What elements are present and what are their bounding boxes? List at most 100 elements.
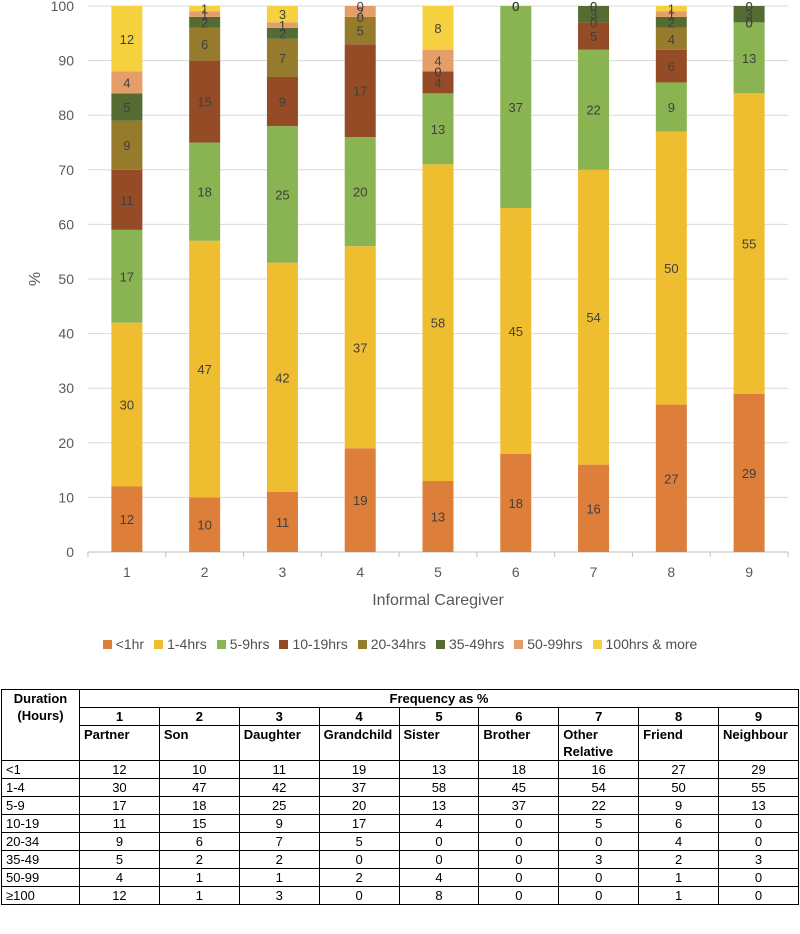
bar-segment: [189, 60, 221, 143]
legend-label: 1-4hrs: [167, 636, 207, 652]
caregiver-name: Sister: [398, 725, 480, 761]
bar-segment: [655, 27, 687, 50]
y-tick-label: 40: [58, 326, 74, 342]
y-tick-label: 0: [66, 544, 74, 560]
frequency-value: 0: [718, 832, 799, 851]
legend-item: 1-4hrs: [154, 636, 207, 652]
legend-item: 20-34hrs: [357, 636, 426, 652]
data-label: 3: [745, 7, 752, 22]
frequency-value: 4: [398, 868, 480, 887]
frequency-value: 30: [79, 778, 160, 797]
frequency-value: 17: [318, 814, 400, 833]
caregiver-name: Brother: [478, 725, 560, 761]
data-label: 13: [431, 510, 445, 525]
frequency-value: 6: [638, 814, 719, 833]
frequency-value: 0: [318, 886, 400, 905]
legend-item: <1hr: [102, 636, 145, 652]
y-tick-label: 10: [58, 489, 74, 505]
bar-segment: [578, 169, 610, 465]
legend-swatch: [279, 640, 289, 649]
frequency-value: 0: [478, 832, 560, 851]
frequency-value: 29: [718, 760, 799, 779]
data-label: 3: [279, 7, 286, 22]
data-label: 1: [668, 7, 675, 22]
frequency-value: 15: [158, 814, 240, 833]
frequency-value: 3: [718, 850, 799, 869]
data-label: 0: [434, 65, 441, 80]
frequency-value: 13: [398, 796, 480, 815]
frequency-value: 4: [398, 814, 480, 833]
x-tick-label: 7: [590, 564, 598, 580]
bar-segment: [266, 76, 298, 127]
x-tick-label: 1: [123, 564, 131, 580]
data-label: 4: [123, 75, 130, 90]
x-tick-label: 4: [356, 564, 364, 580]
duration-header: Duration (Hours): [1, 689, 80, 761]
caregiver-number: 2: [158, 707, 240, 726]
data-label: 0: [357, 10, 364, 25]
bar-segment: [655, 16, 687, 28]
legend-item: 5-9hrs: [216, 636, 269, 652]
caregiver-name: Other Relative: [558, 725, 640, 761]
duration-label: 10-19: [1, 814, 80, 833]
frequency-value: 11: [79, 814, 160, 833]
frequency-value: 0: [398, 850, 480, 869]
bar-segment: [111, 169, 143, 230]
data-label: 29: [742, 466, 756, 481]
frequency-value: 16: [558, 760, 640, 779]
duration-label: 5-9: [1, 796, 80, 815]
legend-swatch: [154, 640, 164, 649]
frequency-value: 4: [638, 832, 719, 851]
bar-segment: [578, 6, 610, 23]
data-label: 15: [197, 95, 211, 110]
bar-segment: [422, 164, 454, 482]
frequency-value: 0: [718, 886, 799, 905]
data-label: 4: [434, 54, 441, 69]
bar-segment: [578, 49, 610, 170]
frequency-value: 42: [238, 778, 320, 797]
bar-segment: [655, 49, 687, 83]
data-label: 0: [512, 0, 519, 14]
bar-segment: [111, 322, 143, 487]
y-tick-label: 60: [58, 216, 74, 232]
frequency-value: 0: [718, 868, 799, 887]
frequency-value: 5: [318, 832, 400, 851]
legend-label: 100hrs & more: [605, 636, 698, 652]
frequency-value: 27: [638, 760, 719, 779]
data-label: 2: [668, 15, 675, 30]
bar-segment: [422, 49, 454, 72]
data-label: 47: [197, 362, 211, 377]
data-label: 12: [120, 512, 134, 527]
table-row: 1-4 30 47 42 37 58 45 54 50 55: [1, 778, 799, 797]
frequency-value: 19: [318, 760, 400, 779]
data-label: 9: [668, 100, 675, 115]
bar-segment: [111, 93, 143, 121]
bar-segment: [655, 11, 687, 17]
data-label: 2: [201, 15, 208, 30]
caregiver-number: 5: [398, 707, 480, 726]
data-label: 58: [431, 316, 445, 331]
frequency-value: 8: [398, 886, 480, 905]
table-row: 5-9 17 18 25 20 13 37 22 9 13: [1, 796, 799, 815]
data-label: 7: [279, 51, 286, 66]
data-label: 0: [745, 0, 752, 14]
frequency-value: 58: [398, 778, 480, 797]
data-label: 11: [120, 193, 134, 208]
frequency-value: 1: [238, 868, 320, 887]
data-label: 6: [668, 59, 675, 74]
table-row: 35-49 5 2 2 0 0 0 3 2 3: [1, 850, 799, 869]
caregiver-number: 3: [238, 707, 320, 726]
frequency-value: 2: [238, 850, 320, 869]
legend-swatch: [514, 640, 524, 649]
data-label: 6: [201, 37, 208, 52]
bar-segment: [655, 131, 687, 405]
frequency-value: 13: [398, 760, 480, 779]
table-row: ≥100 12 1 3 0 8 0 0 1 0: [1, 886, 799, 905]
legend-label: <1hr: [115, 636, 145, 652]
frequency-value: 0: [478, 868, 560, 887]
data-label: 0: [434, 65, 441, 80]
frequency-value: 0: [558, 886, 640, 905]
data-label: 0: [512, 0, 519, 14]
data-label: 0: [590, 0, 597, 14]
legend-swatch: [592, 640, 602, 649]
